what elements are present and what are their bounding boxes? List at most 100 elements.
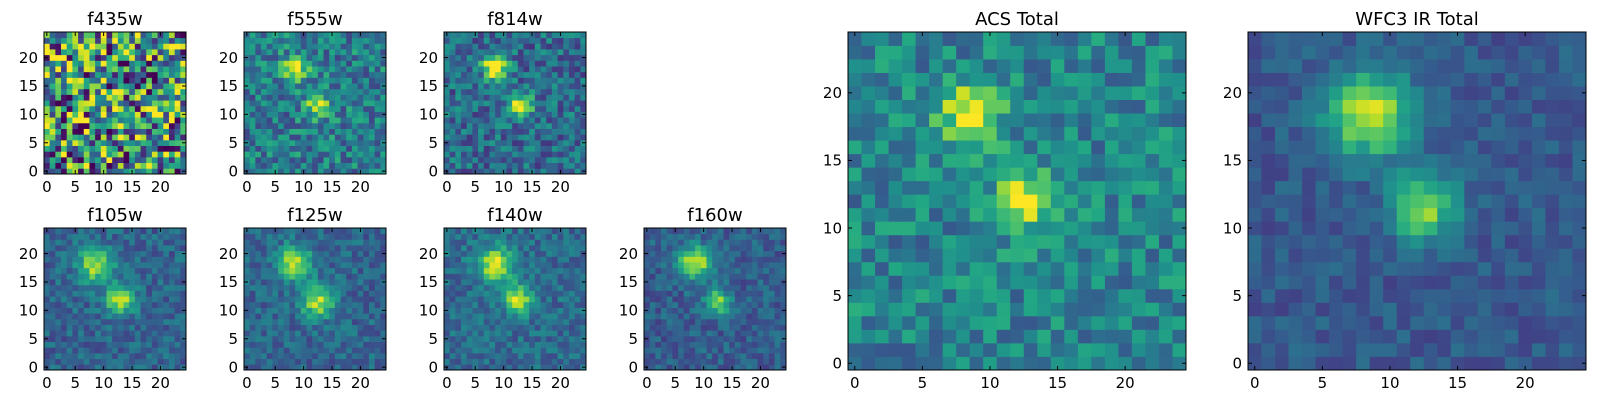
heatmap-cell (340, 49, 347, 56)
heatmap-cell (374, 245, 381, 252)
heatmap-cell (1050, 302, 1065, 317)
heatmap-cell (312, 313, 319, 320)
heatmap-cell (261, 330, 268, 337)
heatmap-cell (1037, 180, 1052, 195)
heatmap-cell (461, 290, 468, 297)
heatmap-cell (244, 256, 251, 263)
heatmap-cell (672, 335, 679, 342)
heatmap-cell (861, 329, 876, 344)
heatmap-cell (351, 151, 358, 158)
heatmap-cell (368, 245, 376, 252)
heatmap-cell (278, 77, 285, 84)
heatmap-cell (163, 228, 170, 235)
heatmap-cell (848, 288, 862, 303)
heatmap-cell (563, 168, 570, 175)
heatmap-cell (478, 151, 485, 158)
heatmap-cell (655, 250, 662, 257)
heatmap-cell (757, 352, 764, 360)
heatmap-cell (180, 301, 187, 308)
heatmap-cell (1091, 302, 1106, 317)
heatmap-cell (500, 313, 507, 320)
heatmap-cell (472, 111, 479, 118)
heatmap-cell (289, 330, 296, 337)
heatmap-cell (1091, 261, 1106, 276)
heatmap-cell (100, 37, 107, 44)
heatmap-cell (655, 296, 662, 303)
heatmap-cell (346, 296, 353, 303)
heatmap-cell (483, 88, 490, 95)
heatmap-cell (380, 49, 387, 56)
heatmap-cell (61, 37, 68, 44)
heatmap-cell (723, 250, 730, 257)
heatmap-cell (1104, 194, 1119, 209)
heatmap-cell (334, 168, 341, 175)
heatmap-cell (551, 313, 558, 320)
heatmap-cell (483, 273, 490, 280)
heatmap-cell (180, 233, 187, 240)
heatmap-cell (1010, 207, 1025, 222)
heatmap-cell (768, 239, 776, 246)
heatmap-cell (861, 167, 876, 182)
heatmap-cell (1104, 248, 1119, 263)
heatmap-cell (489, 54, 496, 61)
heatmap-cell (363, 313, 370, 320)
heatmap-cell (266, 49, 273, 56)
heatmap-cell (72, 335, 79, 342)
heatmap-cell (495, 83, 502, 90)
heatmap-cell (300, 279, 307, 286)
heatmap-cell (357, 43, 364, 50)
heatmap-cell (244, 94, 251, 101)
heatmap-cell (49, 250, 56, 257)
heatmap-cell (368, 122, 376, 129)
y-tick-label: 0 (628, 358, 638, 376)
heatmap-cell (489, 347, 496, 354)
heatmap-cell (689, 256, 696, 263)
heatmap-cell (751, 245, 758, 252)
x-tick-label: 20 (751, 374, 770, 392)
heatmap-cell (712, 256, 719, 263)
heatmap-cell (478, 307, 485, 314)
heatmap-cell (151, 145, 158, 152)
heatmap-cell (483, 94, 490, 101)
heatmap-cell (472, 71, 479, 78)
heatmap-cell (500, 256, 507, 263)
heatmap-cell (44, 49, 51, 56)
heatmap-cell (180, 341, 187, 348)
heatmap-cell (996, 248, 1011, 263)
heatmap-cell (66, 250, 73, 257)
heatmap-cell (283, 301, 290, 308)
heatmap-cell (672, 239, 679, 246)
heatmap-cell (151, 94, 158, 101)
heatmap-cell (49, 347, 56, 354)
heatmap-cell (261, 60, 268, 67)
heatmap-cell (568, 233, 576, 240)
heatmap-cell (523, 324, 530, 331)
heatmap-cell (295, 32, 302, 39)
heatmap-cell (117, 228, 124, 235)
heatmap-cell (129, 60, 136, 67)
heatmap-cell (180, 128, 187, 135)
heatmap-cell (83, 307, 90, 314)
heatmap-cell (546, 88, 553, 95)
heatmap-cell (95, 352, 102, 360)
heatmap-cell (163, 341, 170, 348)
heatmap-cell (72, 156, 79, 164)
heatmap-cell (112, 301, 119, 308)
heatmap-cell (278, 284, 285, 291)
heatmap-cell (151, 256, 158, 263)
heatmap-cell (146, 77, 153, 84)
heatmap-cell (672, 347, 679, 354)
heatmap-cell (123, 352, 130, 360)
heatmap-cell (334, 83, 341, 90)
heatmap-cell (512, 94, 519, 101)
heatmap-cell (134, 122, 141, 129)
heatmap-cell (129, 273, 136, 280)
heatmap-cell (956, 261, 971, 276)
heatmap-cell (929, 153, 944, 168)
heatmap-cell (49, 318, 56, 325)
heatmap-cell (123, 77, 130, 84)
heatmap-cell (89, 100, 96, 107)
heatmap-cell (574, 134, 581, 141)
heatmap-cell (129, 54, 136, 61)
